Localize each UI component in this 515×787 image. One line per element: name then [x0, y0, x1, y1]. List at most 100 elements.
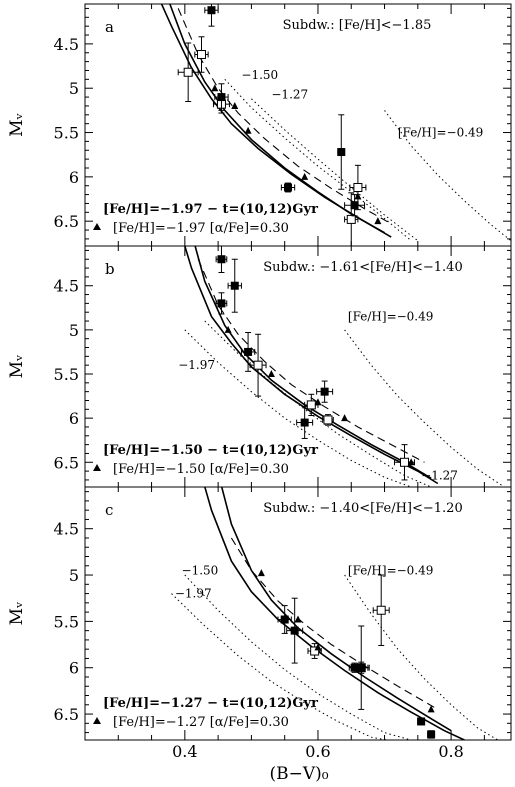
triangle-point: [267, 370, 275, 378]
triangle-point: [407, 458, 415, 466]
solid-isochrone-12gyr: [169, 4, 385, 234]
triangle-point: [374, 217, 382, 225]
legend-entry-alpha: [Fe/H]=−1.97 [α/Fe]=0.30: [113, 221, 289, 236]
solid-isochrone-12gyr: [220, 487, 452, 732]
dotted-isochrone: [251, 98, 419, 242]
triangle-point: [354, 192, 362, 200]
legend-entry-alpha: [Fe/H]=−1.50 [α/Fe]=0.30: [113, 462, 289, 477]
solid-isochrone-10gyr: [184, 246, 439, 485]
legend-entry-isochrone: [Fe/H]=−1.97 − t=(10,12)Gyr: [103, 202, 318, 217]
y-tick-label: 5: [69, 321, 79, 340]
legend-entry-isochrone: [Fe/H]=−1.50 − t=(10,12)Gyr: [103, 443, 318, 458]
y-axis-label: Mᵥ: [7, 601, 27, 625]
curve-label: −1.50: [182, 563, 219, 577]
dashed-alpha-isochrone: [230, 537, 439, 710]
curve-label: −1.97: [175, 587, 212, 601]
open-square-point: [306, 400, 316, 410]
data-points: [215, 246, 415, 481]
dotted-isochrone: [171, 593, 390, 740]
filled-square-point: [357, 663, 366, 672]
curve-label: −1.27: [271, 87, 308, 101]
curve-label: −1.50: [241, 68, 278, 82]
legend-triangle-marker: [93, 717, 101, 724]
x-tick-label: 0.8: [438, 742, 463, 761]
triangle-point: [224, 325, 232, 333]
curve-label: [Fe/H]=−0.49: [348, 563, 433, 577]
triangle-point: [257, 569, 265, 577]
open-square-point: [196, 50, 206, 60]
y-tick-label: 5.5: [54, 612, 79, 631]
legend-triangle-marker: [93, 223, 101, 230]
triangle-point: [314, 643, 322, 651]
filled-square-point: [350, 201, 359, 210]
dotted-isochrone: [344, 574, 498, 740]
curve-label: −1.27: [421, 469, 458, 483]
panel-a: 4.5 5 5.5 6 6.5 Mᵥ a Subdw.: [Fe/H]<−1.85 −1.50 −…: [7, 3, 512, 247]
data-points: [257, 569, 436, 739]
dotted-isochrone: [344, 329, 505, 487]
filled-square-point: [217, 255, 226, 264]
filled-square-point: [284, 183, 293, 192]
isochrones: [184, 246, 505, 487]
curve-label: [Fe/H]=−0.49: [398, 126, 483, 140]
triangle-point: [294, 615, 302, 623]
triangle-point: [314, 398, 322, 406]
filled-square-point: [320, 387, 329, 396]
panel-b: 4.5 5 5.5 6 6.5 Mᵥ b Subdw.: −1.61<[Fe/H]<−1.40…: [7, 245, 512, 488]
x-axis-label: (B−V)₀: [269, 764, 328, 784]
legend-entry-alpha: [Fe/H]=−1.27 [α/Fe]=0.30: [113, 715, 289, 730]
dotted-isochrone: [224, 78, 412, 242]
open-square-point: [253, 360, 263, 370]
dotted-isochrone: [384, 110, 511, 242]
triangle-point: [244, 126, 252, 134]
open-square-point: [310, 646, 320, 656]
filled-square-point: [217, 93, 226, 102]
curve-label: [Fe/H]=−0.49: [348, 310, 433, 324]
y-tick-label: 6: [69, 409, 79, 428]
panel-title: Subdw.: [Fe/H]<−1.85: [283, 18, 432, 33]
y-tick-label: 6.5: [54, 705, 79, 724]
y-tick-label: 4.5: [54, 520, 79, 539]
y-tick-label: 6: [69, 659, 79, 678]
y-tick-label: 5.5: [54, 365, 79, 384]
open-square-point: [183, 67, 193, 77]
open-square-point: [353, 182, 363, 192]
x-tick-label: 0.6: [305, 742, 330, 761]
filled-square-point: [337, 148, 346, 157]
filled-square-point: [217, 299, 226, 308]
filled-square-point: [300, 418, 309, 427]
open-square-point: [346, 214, 356, 224]
filled-square-point: [427, 730, 436, 739]
curve-label: −1.97: [178, 358, 215, 372]
solid-isochrone-12gyr: [194, 246, 432, 479]
dotted-isochrone: [184, 574, 413, 740]
panel-title: Subdw.: −1.40<[Fe/H]<−1.20: [263, 501, 462, 516]
open-square-point: [376, 605, 386, 615]
y-tick-label: 5.5: [54, 124, 79, 143]
open-square-point: [400, 457, 409, 467]
triangle-point: [301, 172, 309, 180]
panel-letter: c: [105, 501, 113, 519]
y-tick-label: 4.5: [54, 277, 79, 296]
open-square-point: [323, 415, 333, 425]
data-points: [177, 4, 382, 246]
y-tick-label: 5: [69, 566, 79, 585]
triangle-point: [427, 705, 435, 713]
panel-c: 4.5 5 5.5 6 6.5 Mᵥ c Subdw.: −1.40<[Fe/H]<−1.20…: [7, 486, 512, 741]
legend-triangle-marker: [93, 464, 101, 471]
filled-square-point: [244, 347, 253, 356]
dashed-alpha-isochrone: [197, 258, 425, 463]
triangle-point: [341, 414, 349, 422]
y-tick-label: 4.5: [54, 35, 79, 54]
y-tick-label: 5: [69, 79, 79, 98]
y-tick-label: 6.5: [54, 453, 79, 472]
panel-letter: b: [105, 260, 115, 278]
filled-square-point: [290, 626, 299, 635]
filled-square-point: [417, 717, 426, 726]
filled-square-point: [207, 6, 216, 15]
panel-title: Subdw.: −1.61<[Fe/H]<−1.40: [263, 260, 462, 275]
x-tick-label: 0.4: [172, 742, 197, 761]
filled-square-point: [230, 281, 239, 290]
triangle-point: [211, 84, 219, 92]
